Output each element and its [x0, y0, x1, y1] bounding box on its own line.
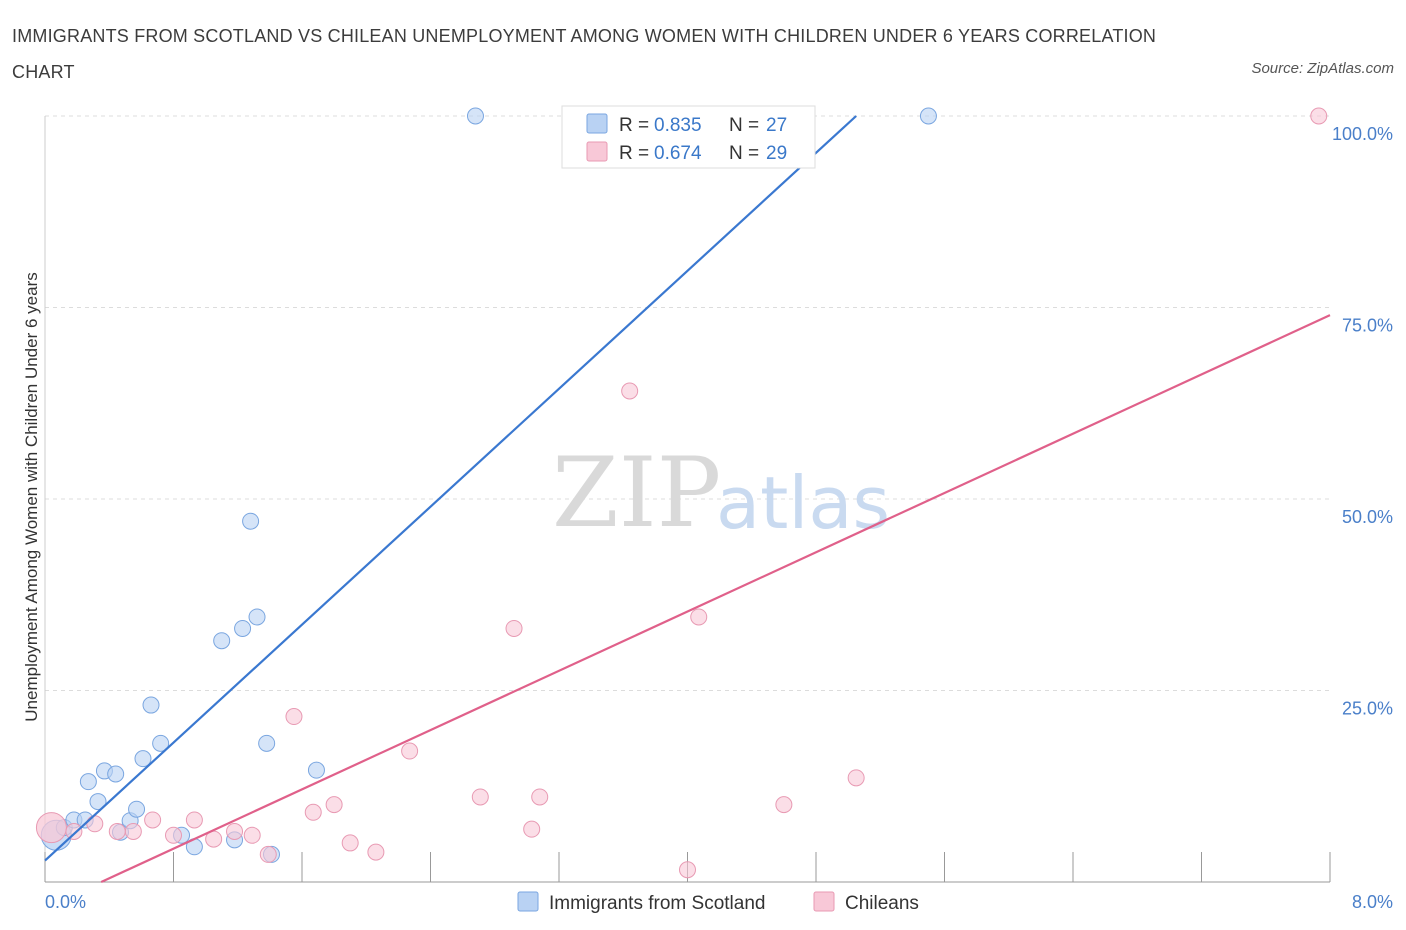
- legend-n-value-chile: 29: [766, 143, 787, 164]
- point-scotland-25: [919, 107, 937, 125]
- x-tick-label-min: 0.0%: [45, 892, 86, 912]
- trend-lines: [44, 115, 1331, 883]
- point-chile-9: [226, 822, 244, 840]
- point-chile-21: [531, 788, 549, 806]
- point-chile-13: [304, 803, 322, 821]
- watermark-zip: ZIP: [552, 437, 721, 549]
- watermark-atlas: atlas: [716, 461, 890, 545]
- point-chile-26: [775, 796, 793, 814]
- chart-title: IMMIGRANTS FROM SCOTLAND VS CHILEAN UNEM…: [12, 26, 1157, 82]
- series-legend: Immigrants from Scotland Chileans: [517, 891, 919, 914]
- point-scotland-23: [307, 761, 325, 779]
- legend-n-label-scotland: N =: [729, 115, 759, 136]
- point-chile-14: [325, 796, 343, 814]
- point-chile-27: [847, 769, 865, 787]
- point-chile-4: [124, 822, 142, 840]
- trend-line-scotland: [44, 115, 857, 862]
- legend-r-value-scotland: 0.835: [654, 115, 702, 136]
- point-chile-15: [341, 834, 359, 852]
- point-chile-18: [471, 788, 489, 806]
- x-tick-labels: 0.0% 8.0%: [45, 892, 1393, 912]
- point-scotland-16: [213, 632, 231, 650]
- series-legend-label-scotland: Immigrants from Scotland: [549, 893, 765, 914]
- series-legend-swatch-chile: [813, 891, 835, 912]
- point-scotland-7: [107, 765, 125, 783]
- y-axis-label: Unemployment Among Women with Children U…: [22, 272, 41, 721]
- source-label: Source: ZipAtlas.com: [1251, 60, 1394, 77]
- point-chile-5: [144, 811, 162, 829]
- y-tick-label-0: 25.0%: [1342, 699, 1393, 719]
- point-chile-2: [86, 815, 104, 833]
- y-tick-label-1: 50.0%: [1342, 507, 1393, 527]
- y-tick-labels: 25.0% 50.0% 75.0% 100.0%: [1332, 124, 1393, 719]
- point-scotland-12: [142, 696, 160, 714]
- point-chile-24: [690, 608, 708, 626]
- y-tick-label-2: 75.0%: [1342, 316, 1393, 336]
- legend-r-label-scotland: R =: [619, 115, 649, 136]
- y-tick-label-3: 100.0%: [1332, 124, 1393, 144]
- point-chile-11: [259, 845, 277, 863]
- point-scotland-5: [89, 793, 107, 811]
- legend-r-value-chile: 0.674: [654, 143, 702, 164]
- point-chile-22: [621, 382, 639, 400]
- legend-r-label-chile: R =: [619, 143, 649, 164]
- point-chile-28: [1310, 107, 1328, 125]
- point-chile-20: [523, 820, 541, 838]
- point-chile-12: [285, 708, 303, 726]
- legend-swatch-scotland: [586, 113, 608, 134]
- point-scotland-13: [152, 734, 170, 752]
- legend-swatch-chile: [586, 141, 608, 162]
- point-chile-23: [679, 861, 696, 879]
- point-scotland-10: [128, 800, 146, 818]
- series-legend-swatch-scotland: [517, 891, 539, 912]
- point-chile-6: [165, 826, 182, 844]
- point-scotland-24: [466, 107, 484, 125]
- trend-line-chile: [100, 314, 1331, 883]
- point-scotland-21: [258, 734, 276, 752]
- point-chile-3: [108, 822, 126, 840]
- point-scotland-4: [79, 773, 97, 791]
- point-scotland-11: [134, 750, 152, 768]
- point-chile-17: [401, 742, 419, 760]
- point-chile-0: [35, 812, 67, 844]
- legend-n-label-chile: N =: [729, 143, 759, 164]
- point-chile-7: [185, 811, 203, 829]
- point-scotland-18: [234, 619, 252, 637]
- point-scotland-19: [242, 512, 260, 530]
- series-chile-points: [35, 107, 1328, 879]
- point-chile-16: [367, 843, 385, 861]
- series-legend-label-chile: Chileans: [845, 893, 919, 914]
- legend: R = 0.835 N = 27 R = 0.674 N = 29: [561, 105, 816, 169]
- x-tick-label-max: 8.0%: [1352, 892, 1393, 912]
- legend-n-value-scotland: 27: [766, 115, 787, 136]
- watermark: ZIP atlas: [552, 437, 890, 549]
- point-scotland-20: [248, 608, 266, 626]
- point-chile-10: [243, 826, 261, 844]
- point-chile-1: [65, 822, 83, 840]
- point-chile-19: [505, 619, 523, 637]
